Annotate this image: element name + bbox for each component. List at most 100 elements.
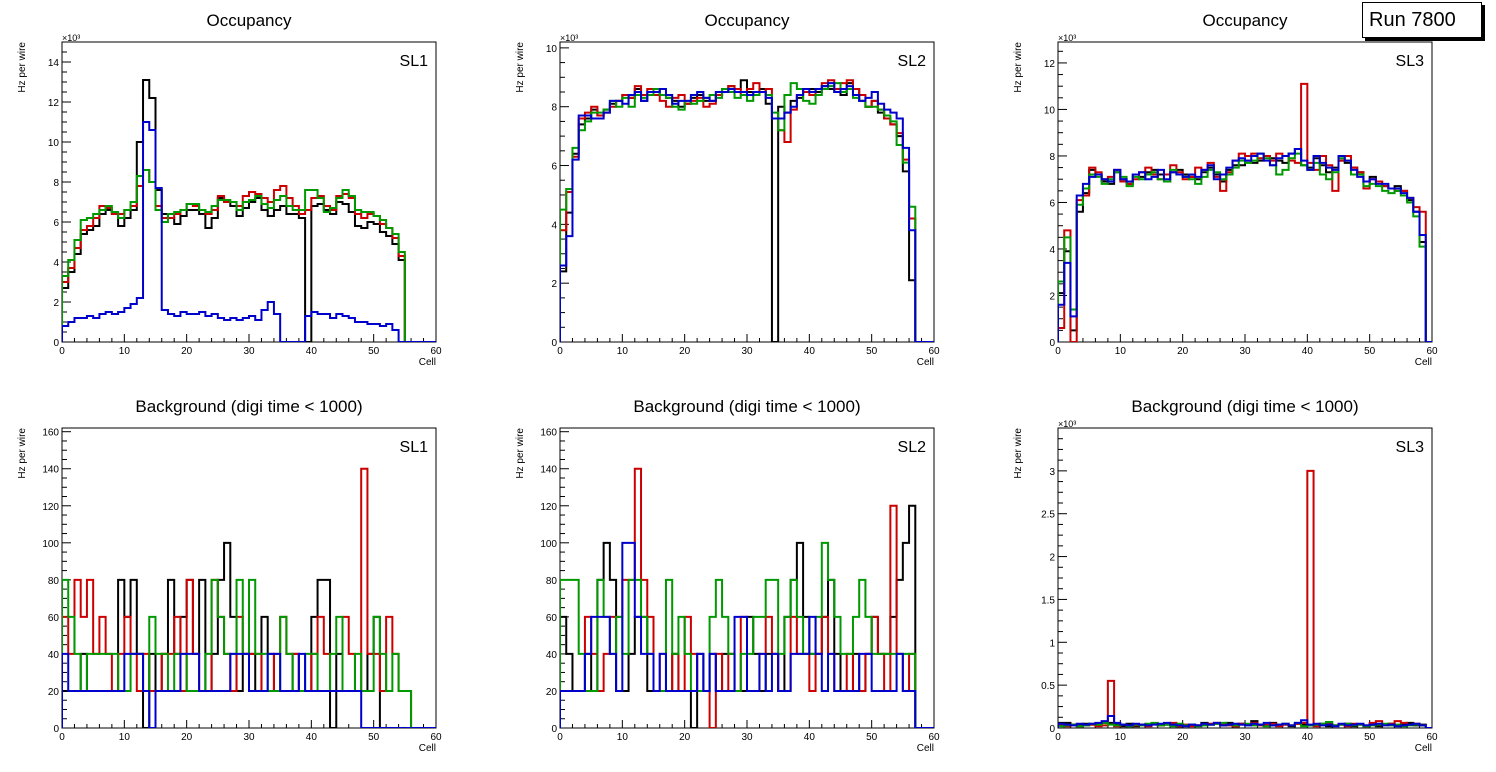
y-exponent: ×10³ <box>1058 33 1076 43</box>
series-black <box>62 79 436 342</box>
y-tick-label: 1 <box>1049 638 1055 649</box>
x-tick-label: 40 <box>804 346 816 357</box>
series-black <box>560 79 934 342</box>
y-tick-label: 2 <box>53 298 59 309</box>
x-tick-label: 40 <box>804 732 816 743</box>
series-red <box>1058 82 1432 342</box>
y-tick-label: 2 <box>551 279 557 290</box>
y-axis-title: Hz per wire <box>1013 428 1024 479</box>
chart-title: Occupancy <box>704 11 790 30</box>
series-red <box>1058 469 1432 728</box>
y-tick-label: 160 <box>42 428 59 439</box>
superlayer-label: SL1 <box>400 439 429 456</box>
y-tick-label: 8 <box>1049 152 1055 163</box>
x-tick-label: 60 <box>430 732 442 743</box>
chart-panel-5: Background (digi time < 1000) 0 10 20 30 40 50… <box>515 397 940 754</box>
chart-panel-4: Background (digi time < 1000) 0 10 20 30 40 50… <box>17 397 442 754</box>
y-tick-label: 60 <box>546 613 558 624</box>
y-axis-title: Hz per wire <box>17 42 28 93</box>
y-tick-label: 8 <box>53 178 59 189</box>
y-tick-label: 14 <box>48 58 60 69</box>
y-tick-label: 0.5 <box>1041 681 1055 692</box>
y-tick-label: 4 <box>53 258 59 269</box>
x-tick-label: 40 <box>306 346 318 357</box>
y-tick-label: 80 <box>546 576 558 587</box>
run-label-box: Run 7800 <box>1362 2 1482 38</box>
y-tick-label: 4 <box>1049 245 1055 256</box>
y-axis-title: Hz per wire <box>1013 42 1024 93</box>
series-green <box>560 82 934 342</box>
y-tick-label: 12 <box>48 98 60 109</box>
x-tick-label: 0 <box>557 732 563 743</box>
x-tick-label: 10 <box>1115 346 1127 357</box>
chart-panel-6: Background (digi time < 1000)0 10 20 30 40 50… <box>1013 397 1438 754</box>
x-axis-title: Cell <box>917 357 934 368</box>
x-tick-label: 60 <box>1426 346 1438 357</box>
y-tick-label: 140 <box>42 465 59 476</box>
x-tick-label: 40 <box>1302 732 1314 743</box>
y-tick-label: 100 <box>540 539 557 550</box>
y-tick-label: 140 <box>540 465 557 476</box>
y-tick-label: 80 <box>48 576 60 587</box>
chart-title: Background (digi time < 1000) <box>1131 397 1358 416</box>
series-blue <box>62 652 436 728</box>
x-tick-label: 60 <box>430 346 442 357</box>
x-tick-label: 30 <box>741 732 753 743</box>
y-tick-label: 0 <box>53 724 59 735</box>
series-red <box>560 79 934 342</box>
plot-frame <box>1057 41 1433 343</box>
x-axis-title: Cell <box>419 743 436 754</box>
x-tick-label: 60 <box>1426 732 1438 743</box>
y-tick-label: 0 <box>551 724 557 735</box>
y-tick-label: 0 <box>53 338 59 349</box>
x-tick-label: 0 <box>1055 732 1061 743</box>
y-exponent: ×10³ <box>62 33 80 43</box>
y-axis-title: Hz per wire <box>515 42 526 93</box>
y-tick-label: 20 <box>546 687 558 698</box>
chart-title: Occupancy <box>1202 11 1288 30</box>
x-tick-label: 0 <box>59 346 65 357</box>
series-blue <box>1058 715 1432 728</box>
x-tick-label: 20 <box>1177 346 1189 357</box>
x-tick-label: 50 <box>1364 732 1376 743</box>
series-blue <box>1058 147 1432 342</box>
x-tick-label: 60 <box>928 732 940 743</box>
superlayer-label: SL1 <box>400 53 429 70</box>
y-tick-label: 6 <box>551 162 557 173</box>
x-tick-label: 30 <box>1239 732 1251 743</box>
x-tick-label: 50 <box>368 732 380 743</box>
series-green <box>1058 152 1432 342</box>
x-tick-label: 20 <box>679 346 691 357</box>
y-tick-label: 1.5 <box>1041 595 1055 606</box>
x-tick-label: 20 <box>181 346 193 357</box>
x-axis-title: Cell <box>419 357 436 368</box>
chart-title: Occupancy <box>206 11 292 30</box>
chart-panel-3: Occupancy 0 10 20 30 40 50 60 0 2 4 6 8 10 12 Cell Hz pe… <box>1013 11 1438 368</box>
y-tick-label: 60 <box>48 613 60 624</box>
y-exponent: ×10³ <box>1058 419 1076 429</box>
superlayer-label: SL2 <box>898 53 927 70</box>
series-blue <box>560 82 934 342</box>
x-tick-label: 10 <box>617 346 629 357</box>
x-tick-label: 50 <box>866 732 878 743</box>
x-tick-label: 30 <box>1239 346 1251 357</box>
y-tick-label: 2 <box>1049 553 1055 564</box>
y-tick-label: 8 <box>551 103 557 114</box>
series-blue <box>62 121 436 342</box>
y-exponent: ×10³ <box>560 33 578 43</box>
y-tick-label: 2 <box>1049 291 1055 302</box>
y-tick-label: 120 <box>42 502 59 513</box>
x-tick-label: 10 <box>617 732 629 743</box>
x-tick-label: 20 <box>181 732 193 743</box>
x-axis-title: Cell <box>1415 357 1432 368</box>
y-axis-title: Hz per wire <box>515 428 526 479</box>
y-tick-label: 100 <box>42 539 59 550</box>
x-tick-label: 40 <box>1302 346 1314 357</box>
y-tick-label: 120 <box>540 502 557 513</box>
y-tick-label: 0 <box>1049 724 1055 735</box>
y-tick-label: 0 <box>551 338 557 349</box>
x-tick-label: 50 <box>1364 346 1376 357</box>
y-tick-label: 4 <box>551 220 557 231</box>
superlayer-label: SL2 <box>898 439 927 456</box>
